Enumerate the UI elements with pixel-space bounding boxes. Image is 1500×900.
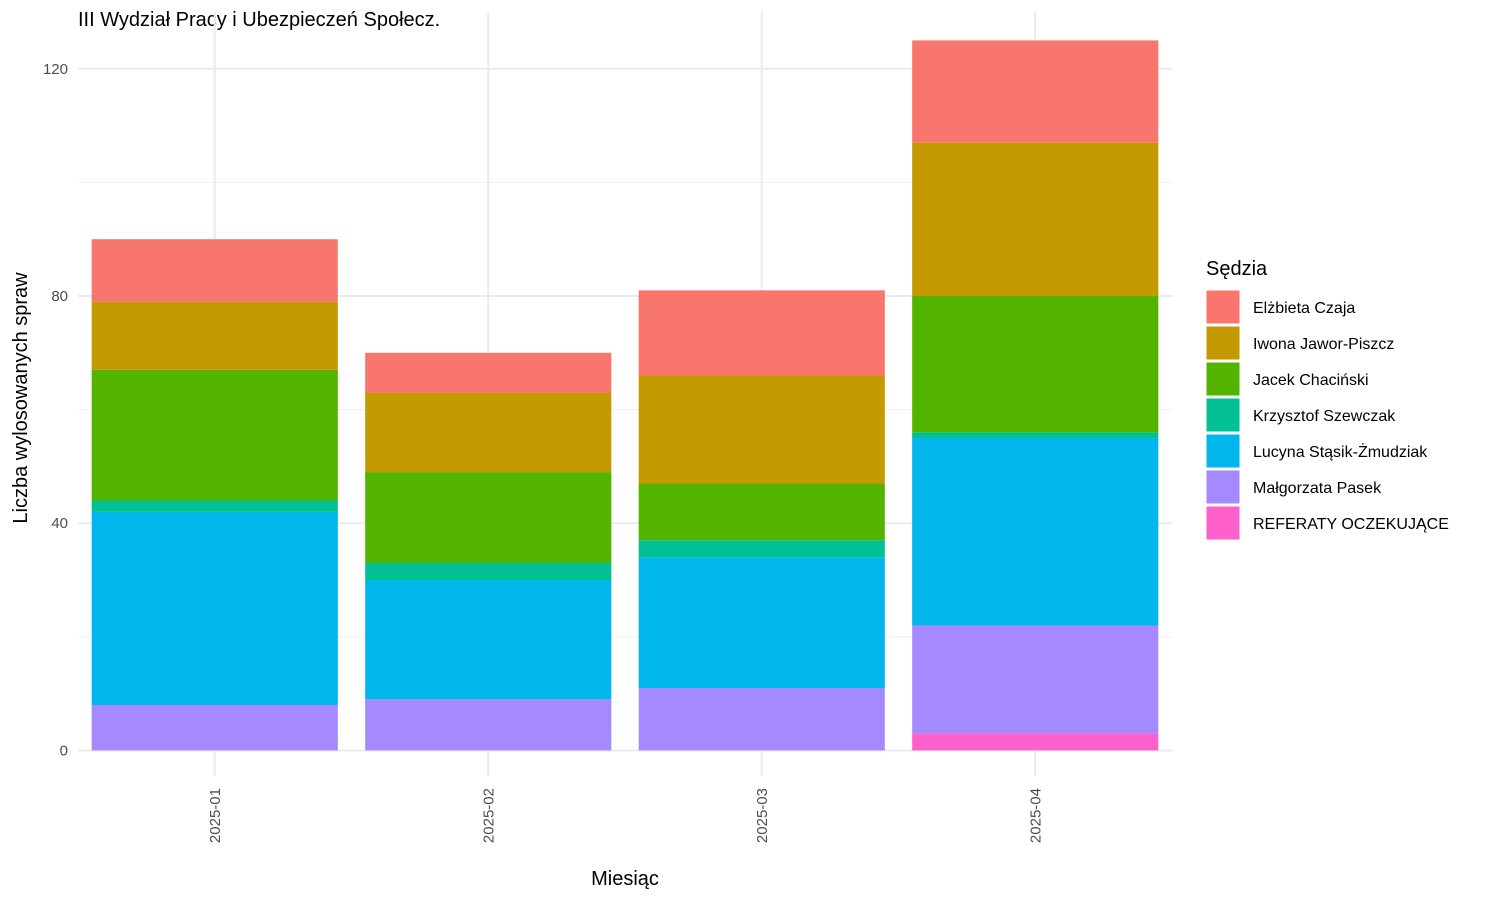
legend-swatch [1205,325,1241,361]
legend-label: Małgorzata Pasek [1253,480,1382,497]
bars [91,40,1159,751]
bar-segment [912,142,1159,297]
bar-segment [912,625,1159,734]
legend: Sędzia Elżbieta Czaja Iwona Jawor-Piszcz J… [1205,258,1449,541]
x-axis-ticks: 2025-01 2025-02 2025-03 2025-04 [207,788,1045,843]
legend-label: Lucyna Stąsik-Żmudziak [1253,442,1428,461]
y-tick-label: 0 [60,742,68,759]
legend-title: Sędzia [1206,258,1268,280]
bar-segment [912,432,1159,439]
bar-segment [912,296,1159,433]
bar-segment [638,290,885,376]
legend-swatch [1205,469,1241,505]
legend-label: Jacek Chaciński [1253,372,1369,389]
bar-segment [91,500,338,512]
bar-segment [91,239,338,302]
bar-segment [365,562,612,581]
y-axis-ticks: 0 40 80 120 [43,61,68,760]
bar-segment [638,557,885,688]
bar-segment [638,540,885,558]
bar-segment [365,352,612,393]
x-tick-label: 2025-03 [754,788,771,843]
bar-segment [638,483,885,541]
bar-segment [91,301,338,370]
legend-swatch [1205,397,1241,433]
legend-label: Iwona Jawor-Piszcz [1253,336,1394,353]
bar-segment [365,580,612,700]
x-tick-label: 2025-02 [480,788,497,843]
bar-segment [912,733,1159,751]
x-tick-label: 2025-01 [207,788,224,843]
x-axis-title: Miesiąc [591,868,659,890]
bar-segment [365,392,612,473]
bar-segment [638,687,885,751]
bar-segment [91,369,338,501]
legend-label: REFERATY OCZEKUJĄCE [1253,516,1449,533]
x-tick-label: 2025-04 [1027,788,1044,843]
legend-swatch [1205,505,1241,541]
chart-title: III Wydział Pracy i Ubezpieczeń Społecz. [78,9,440,31]
y-tick-label: 80 [51,288,68,305]
legend-label: Krzysztof Szewczak [1253,408,1396,425]
y-tick-label: 40 [51,515,68,532]
bar-segment [91,511,338,705]
legend-swatch [1205,289,1241,325]
bar-segment [365,472,612,563]
bar-segment [638,375,885,484]
legend-label: Elżbieta Czaja [1253,300,1355,317]
bar-segment [912,40,1159,143]
y-tick-label: 120 [43,61,68,78]
bar-segment [365,699,612,751]
bar-segment [912,438,1159,626]
bar-segment [91,704,338,751]
legend-swatch [1205,433,1241,469]
legend-swatch [1205,361,1241,397]
y-axis-title: Liczba wylosowanych spraw [10,272,32,524]
